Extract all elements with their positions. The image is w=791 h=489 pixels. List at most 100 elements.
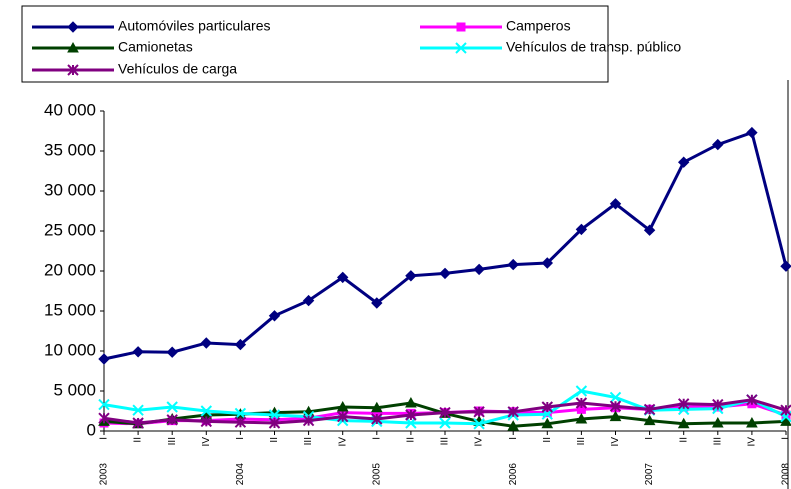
y-tick-label: 30 000 bbox=[44, 180, 96, 199]
marker bbox=[302, 414, 315, 427]
marker bbox=[575, 397, 588, 409]
marker bbox=[132, 404, 144, 416]
marker bbox=[336, 400, 349, 412]
marker bbox=[200, 337, 213, 349]
marker bbox=[456, 22, 466, 32]
marker bbox=[712, 138, 724, 151]
y-tick-label: 10 000 bbox=[44, 340, 96, 359]
x-tick-label: II bbox=[269, 437, 280, 443]
marker bbox=[780, 415, 791, 426]
marker bbox=[336, 410, 349, 423]
x-tick-label: III bbox=[712, 437, 723, 445]
marker bbox=[609, 198, 622, 210]
marker bbox=[370, 401, 383, 413]
marker bbox=[473, 418, 485, 430]
marker bbox=[643, 224, 656, 236]
x-group-label: 2007 bbox=[644, 463, 655, 486]
marker bbox=[746, 126, 758, 139]
marker bbox=[98, 412, 110, 424]
marker bbox=[473, 406, 485, 418]
marker bbox=[405, 270, 417, 282]
y-tick-label: 40 000 bbox=[44, 100, 96, 119]
x-tick-label: I bbox=[99, 437, 110, 440]
x-group-label: 2006 bbox=[508, 463, 519, 486]
x-tick-label: III bbox=[167, 437, 178, 445]
marker bbox=[132, 417, 144, 429]
x-tick-label: II bbox=[133, 437, 144, 443]
marker bbox=[234, 407, 247, 420]
marker bbox=[780, 404, 791, 416]
marker bbox=[677, 156, 690, 168]
marker bbox=[746, 416, 758, 428]
marker bbox=[67, 41, 79, 53]
marker bbox=[336, 271, 349, 284]
marker bbox=[712, 398, 724, 411]
x-tick-label: I bbox=[781, 437, 791, 440]
marker bbox=[302, 294, 315, 307]
marker bbox=[234, 416, 247, 428]
marker bbox=[507, 420, 520, 431]
x-tick-label: II bbox=[406, 437, 417, 443]
x-group-label: 2004 bbox=[235, 463, 246, 486]
marker bbox=[132, 346, 144, 358]
marker bbox=[439, 406, 451, 419]
y-tick-label: 0 bbox=[87, 420, 96, 439]
legend-label: Vehículos de transp. público bbox=[506, 39, 681, 55]
y-tick-label: 35 000 bbox=[44, 140, 96, 159]
marker bbox=[268, 310, 281, 322]
marker bbox=[166, 414, 178, 426]
marker bbox=[575, 412, 588, 424]
marker bbox=[609, 410, 622, 422]
marker bbox=[371, 297, 383, 309]
marker bbox=[575, 385, 588, 397]
x-tick-label: IV bbox=[201, 437, 212, 447]
x-tick-label: IV bbox=[337, 437, 348, 447]
y-tick-label: 25 000 bbox=[44, 220, 96, 239]
marker bbox=[677, 398, 690, 410]
marker bbox=[234, 338, 247, 351]
x-tick-label: IV bbox=[747, 437, 758, 447]
x-group-label: 2003 bbox=[99, 463, 110, 486]
marker bbox=[609, 400, 622, 412]
x-tick-label: II bbox=[678, 437, 689, 443]
y-tick-label: 15 000 bbox=[44, 300, 96, 319]
marker bbox=[507, 406, 519, 418]
legend-label: Camperos bbox=[506, 18, 571, 34]
marker bbox=[575, 223, 588, 236]
legend-label: Vehículos de carga bbox=[118, 61, 237, 77]
marker bbox=[455, 42, 467, 54]
marker bbox=[643, 414, 656, 426]
marker bbox=[439, 267, 451, 280]
marker bbox=[473, 263, 485, 276]
x-tick-label: III bbox=[303, 437, 314, 445]
marker bbox=[405, 409, 417, 421]
marker bbox=[200, 415, 213, 428]
marker bbox=[371, 413, 383, 425]
legend-label: Automóviles particulares bbox=[118, 18, 271, 34]
x-tick-label: I bbox=[235, 437, 246, 440]
marker bbox=[67, 64, 79, 76]
x-group-label: 2005 bbox=[371, 463, 382, 486]
x-tick-label: IV bbox=[474, 437, 485, 447]
marker bbox=[780, 260, 791, 272]
marker bbox=[609, 391, 622, 404]
x-tick-label: IV bbox=[610, 437, 621, 447]
marker bbox=[643, 403, 656, 416]
marker bbox=[200, 405, 213, 417]
x-tick-label: I bbox=[371, 437, 382, 440]
marker bbox=[746, 394, 758, 406]
marker bbox=[67, 21, 79, 33]
x-tick-label: III bbox=[576, 437, 587, 445]
marker bbox=[507, 258, 519, 271]
x-tick-label: I bbox=[644, 437, 655, 440]
marker bbox=[98, 398, 110, 411]
marker bbox=[677, 417, 690, 429]
x-tick-label: II bbox=[542, 437, 553, 443]
marker bbox=[439, 417, 451, 429]
marker bbox=[541, 257, 554, 269]
y-tick-label: 20 000 bbox=[44, 260, 96, 279]
marker bbox=[166, 401, 178, 413]
x-tick-label: I bbox=[508, 437, 519, 440]
